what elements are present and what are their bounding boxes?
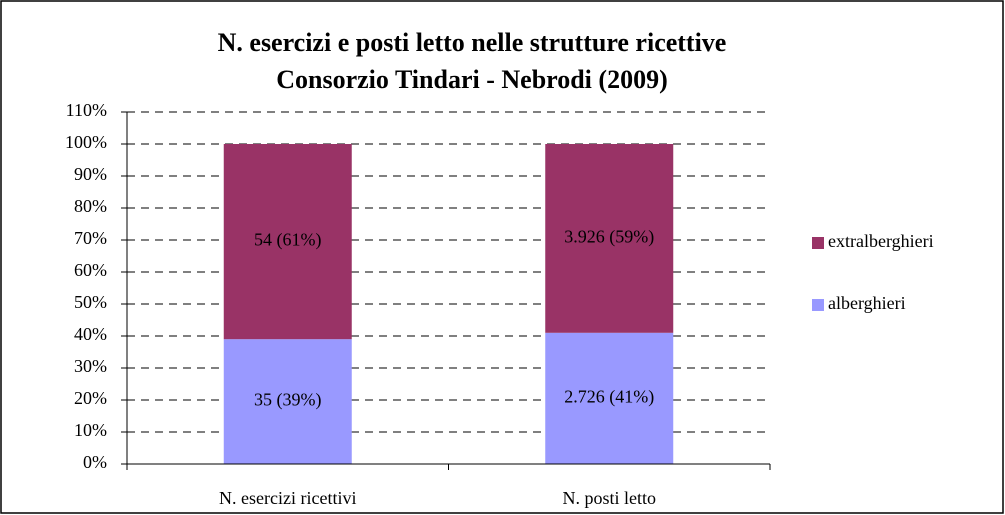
legend-label: extralberghieri (828, 231, 934, 251)
bar-segment (545, 144, 674, 333)
bar-segment (223, 144, 352, 340)
y-tick-label: 30% (74, 356, 107, 376)
bar-segment (223, 339, 352, 464)
y-tick-label: 100% (65, 132, 107, 152)
y-tick-label: 40% (74, 324, 107, 344)
bar-segment (545, 332, 674, 464)
data-label: 2.726 (41%) (564, 387, 654, 408)
y-tick-label: 0% (83, 452, 107, 472)
data-label: 54 (61%) (254, 230, 321, 251)
y-tick-label: 20% (74, 388, 107, 408)
legend-swatch (812, 237, 824, 249)
data-label: 3.926 (59%) (564, 227, 654, 248)
legend-swatch (812, 299, 824, 311)
y-tick-label: 70% (74, 228, 107, 248)
y-tick-label: 60% (74, 260, 107, 280)
y-tick-label: 110% (66, 100, 107, 120)
y-tick-label: 10% (74, 420, 107, 440)
chart-title: Consorzio Tindari - Nebrodi (2009) (276, 65, 667, 94)
x-tick-label: N. esercizi ricettivi (219, 488, 356, 508)
chart-title: N. esercizi e posti letto nelle struttur… (218, 28, 727, 57)
y-tick-label: 50% (74, 292, 107, 312)
data-label: 35 (39%) (254, 390, 321, 411)
legend-label: alberghieri (828, 293, 906, 313)
y-tick-label: 80% (74, 196, 107, 216)
y-tick-label: 90% (74, 164, 107, 184)
x-tick-label: N. posti letto (563, 488, 657, 508)
